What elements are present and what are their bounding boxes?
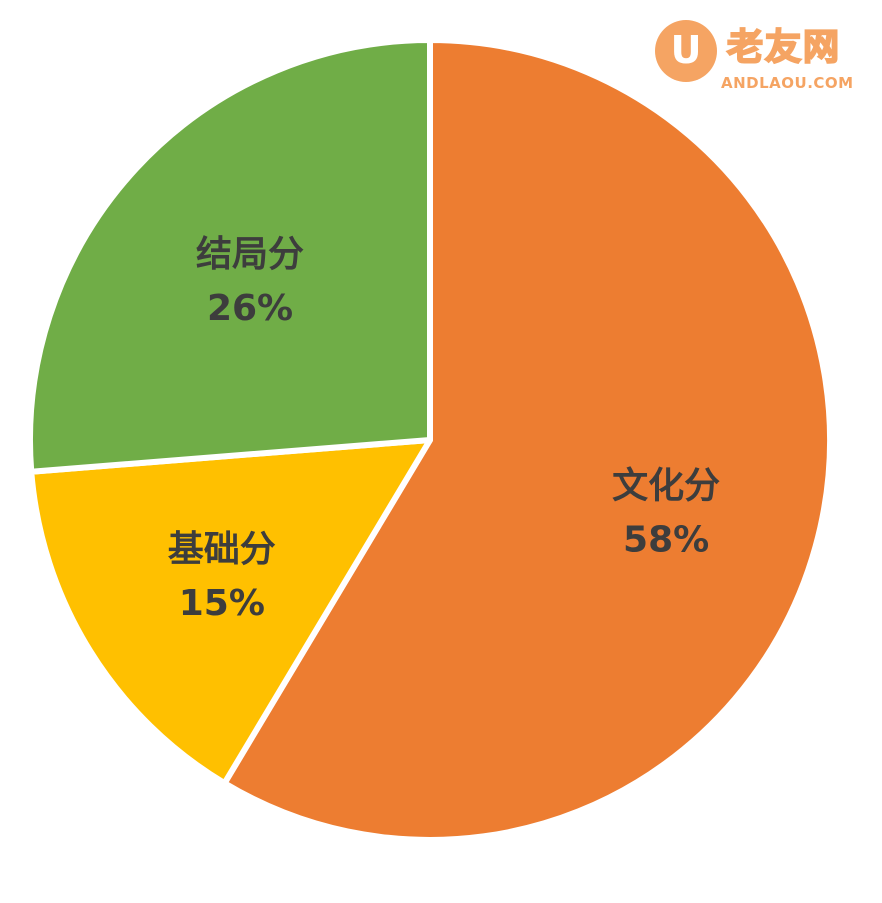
slice-category-label: 文化分: [612, 465, 720, 506]
watermark-site-name: 老友网: [726, 26, 842, 69]
site-watermark: U 老友网 ANDLAOU.COM: [655, 18, 870, 100]
watermark-badge-glyph: U: [670, 28, 702, 72]
pie-slice: [28, 437, 433, 787]
watermark-url: ANDLAOU.COM: [721, 74, 854, 92]
watermark-badge-icon: U: [655, 20, 717, 82]
slice-percent-label: 58%: [623, 519, 709, 560]
pie-slice: [221, 37, 833, 843]
slice-percent-label: 15%: [179, 583, 265, 624]
pie-slice: [27, 37, 433, 475]
slice-category-label: 基础分: [168, 529, 276, 570]
slice-category-label: 结局分: [196, 234, 304, 275]
slice-percent-label: 26%: [207, 288, 293, 329]
